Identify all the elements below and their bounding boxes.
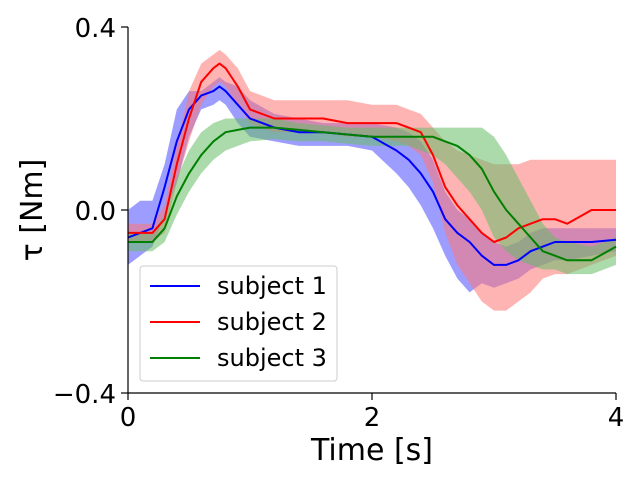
y-ticks: −0.4 0.0 0.4 (53, 14, 128, 410)
line-subject-2 (128, 62, 616, 243)
band-subject-3 (128, 118, 616, 275)
x-tick-label-1: 2 (364, 403, 381, 433)
y-tick-label-0: −0.4 (53, 380, 116, 410)
y-tick-label-1: 0.0 (75, 197, 116, 227)
x-ticks: 0 2 4 (120, 393, 625, 433)
legend-label-subject-1: subject 1 (217, 272, 327, 300)
x-tick-label-0: 0 (120, 403, 137, 433)
x-axis-title: Time [s] (310, 433, 433, 468)
y-tick-label-2: 0.4 (75, 14, 116, 44)
legend-box (139, 265, 338, 382)
x-tick-label-2: 4 (608, 403, 625, 433)
mean-lines (127, 62, 617, 266)
legend-label-subject-3: subject 3 (217, 344, 327, 372)
legend-label-subject-2: subject 2 (217, 308, 327, 336)
confidence-bands (128, 49, 616, 311)
band-subject-2 (128, 49, 616, 311)
legend: subject 1 subject 2 subject 3 (139, 265, 338, 382)
line-subject-3 (128, 126, 617, 262)
y-axis-title: τ [Nm] (15, 159, 50, 262)
